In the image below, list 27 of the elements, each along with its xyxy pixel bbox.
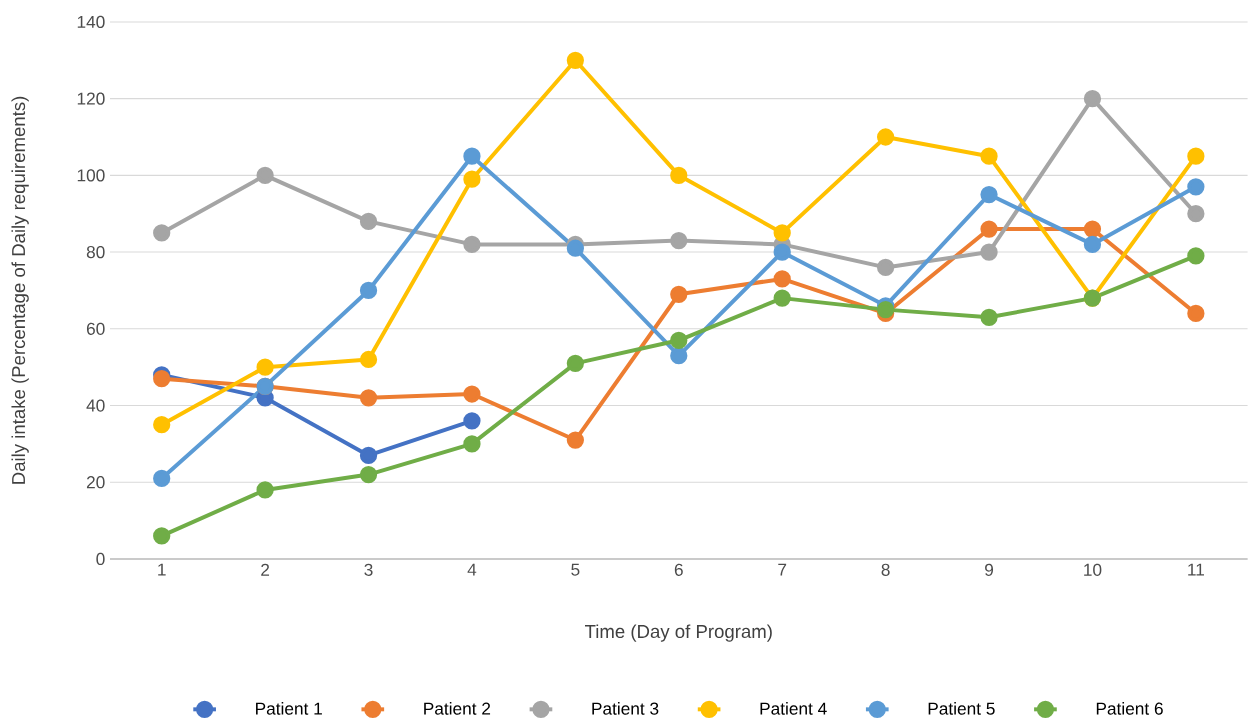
y-tick-label: 120 [77, 92, 105, 105]
y-tick-label: 80 [86, 246, 105, 259]
y-tick-label: 100 [77, 169, 105, 182]
y-tick-label: 40 [86, 399, 105, 412]
x-tick-label: 3 [364, 563, 373, 576]
x-tick-label: 5 [571, 563, 580, 576]
x-axis-title: Time (Day of Program) [585, 624, 772, 642]
x-tick-label: 4 [467, 563, 477, 576]
legend-label: Patient 4 [760, 702, 827, 715]
x-tick-label: 7 [778, 563, 787, 576]
x-tick-label: 2 [261, 563, 270, 576]
legend-label: Patient 5 [928, 702, 995, 715]
x-tick-label: 1 [158, 563, 166, 576]
x-tick-label: 6 [674, 563, 683, 576]
y-axis-title: Daily intake (Percentage of Daily requirements) [11, 96, 29, 484]
y-tick-label: 0 [96, 552, 105, 566]
y-tick-label: 20 [86, 476, 105, 489]
legend-label: Patient 1 [256, 702, 322, 715]
x-tick-label: 8 [881, 563, 890, 576]
legend-label: Patient 2 [424, 702, 491, 715]
x-tick-label: 10 [1084, 563, 1102, 576]
x-tick-label: 9 [985, 563, 994, 576]
y-tick-label: 140 [77, 15, 105, 29]
legend-label: Patient 6 [1096, 702, 1163, 715]
x-tick-label: 11 [1188, 563, 1204, 576]
legend-label: Patient 3 [592, 702, 659, 715]
y-tick-label: 60 [86, 322, 105, 335]
